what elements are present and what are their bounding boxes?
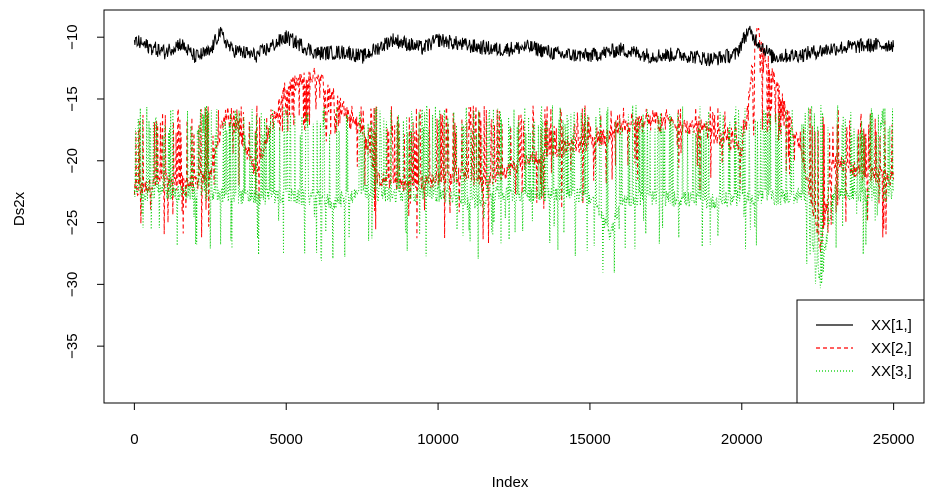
series-3-line <box>133 105 895 289</box>
y-tick-label: −30 <box>64 272 81 297</box>
x-axis: 0 5000 10000 15000 20000 25000 <box>130 402 915 448</box>
x-tick-label: 10000 <box>417 431 459 448</box>
y-tick-label: −25 <box>64 210 81 235</box>
series-layer <box>133 25 895 289</box>
y-tick-label: −20 <box>64 148 81 173</box>
x-tick-label: 0 <box>130 431 138 448</box>
legend-label-1: XX[1,] <box>871 317 912 334</box>
legend-box <box>796 299 925 404</box>
y-axis-label: Ds2x <box>11 191 28 226</box>
series-1-line <box>133 25 895 67</box>
legend: XX[1,] XX[2,] XX[3,] <box>796 299 925 404</box>
x-tick-label: 15000 <box>569 431 611 448</box>
x-tick-label: 25000 <box>873 431 915 448</box>
x-axis-label: Index <box>492 474 529 491</box>
legend-label-3: XX[3,] <box>871 363 912 380</box>
y-tick-label: −10 <box>64 24 81 49</box>
y-tick-label: −15 <box>64 86 81 111</box>
y-tick-label: −35 <box>64 333 81 358</box>
legend-label-2: XX[2,] <box>871 340 912 357</box>
x-tick-label: 20000 <box>721 431 763 448</box>
x-tick-label: 5000 <box>270 431 303 448</box>
y-axis: −35 −30 −25 −20 −15 −10 <box>64 24 105 359</box>
